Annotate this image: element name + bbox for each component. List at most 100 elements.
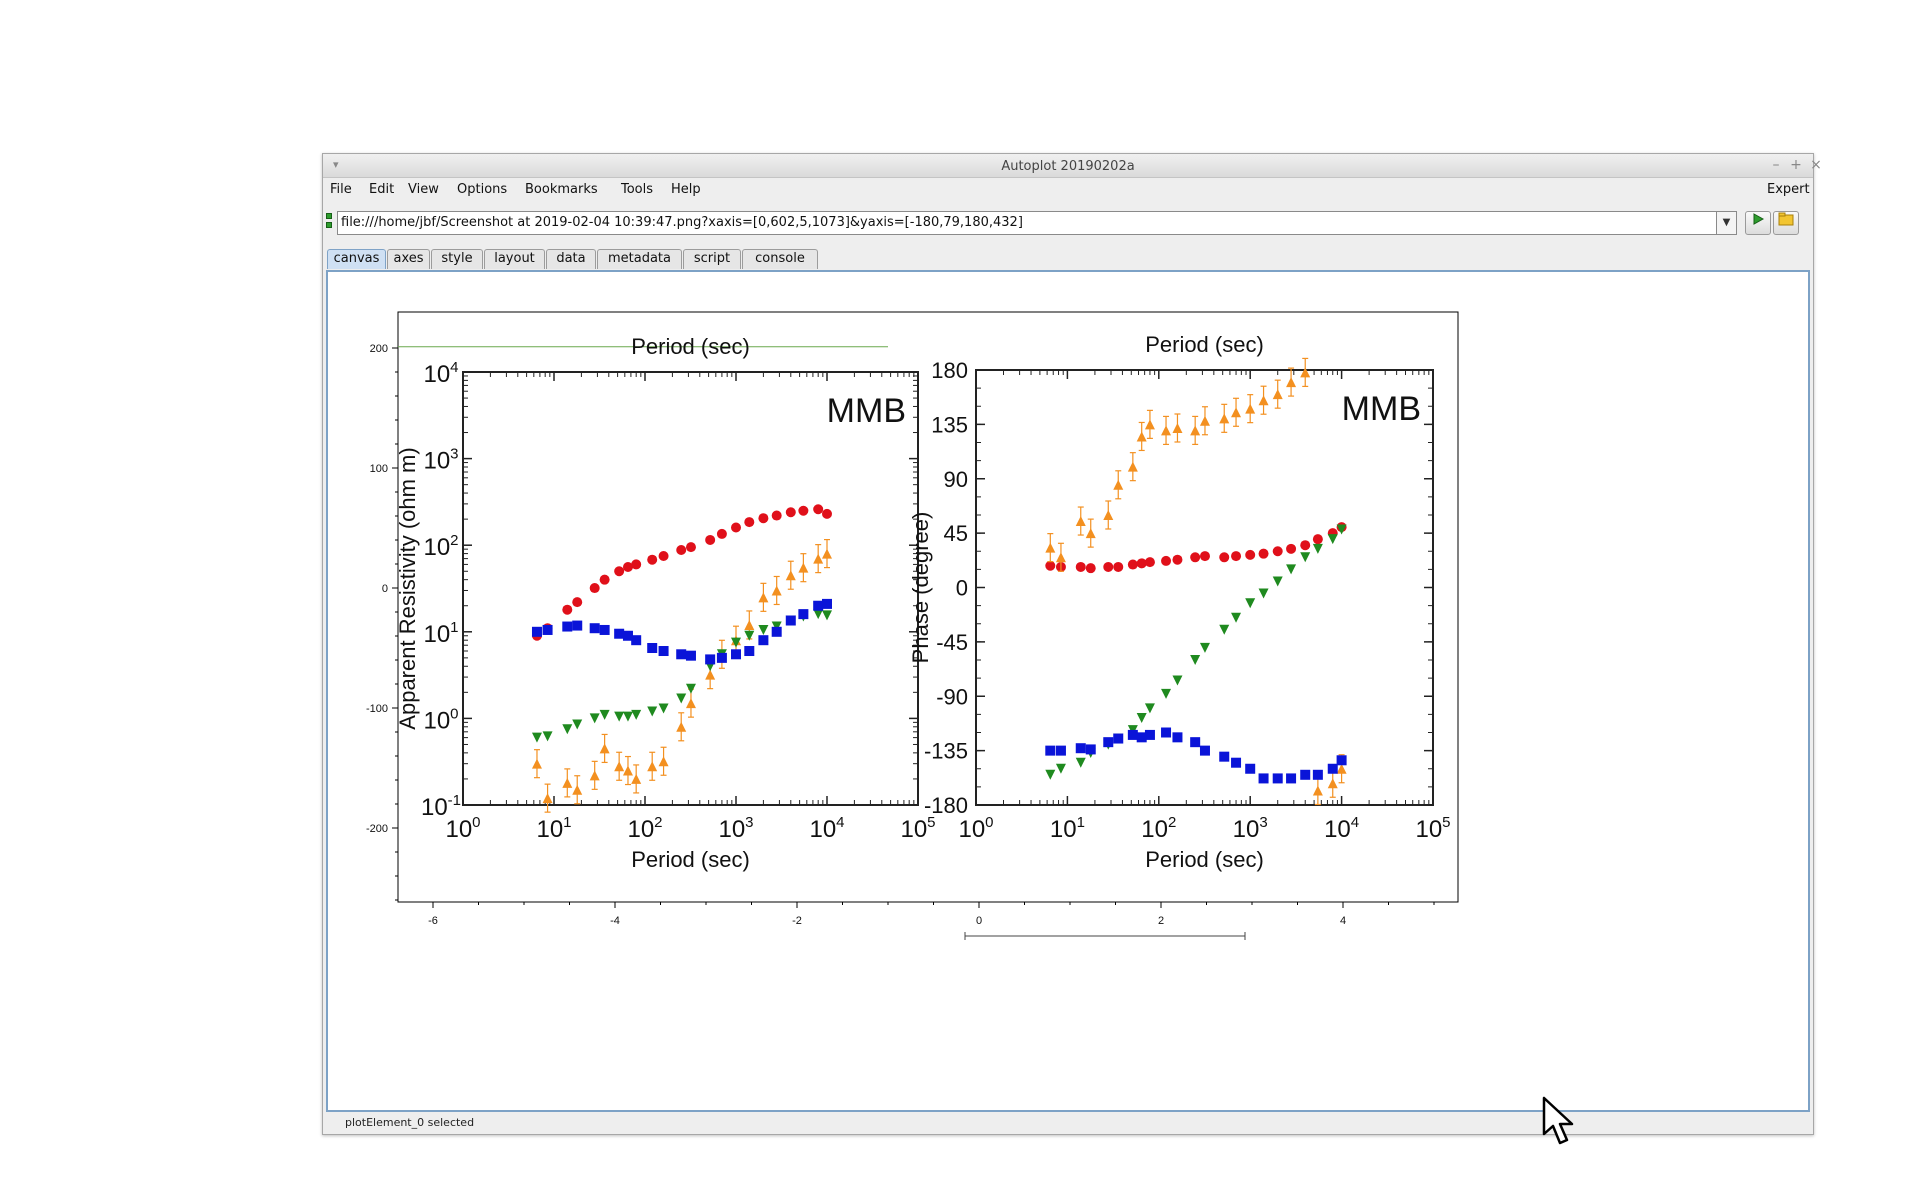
data-point bbox=[647, 706, 658, 717]
data-point bbox=[822, 508, 832, 519]
menu-view[interactable]: View bbox=[408, 182, 439, 197]
maximize-icon[interactable]: + bbox=[1790, 157, 1802, 173]
y-tick-label: 102 bbox=[423, 532, 458, 561]
x-tick-label: 102 bbox=[627, 814, 662, 843]
data-point bbox=[1127, 559, 1138, 570]
data-point bbox=[813, 609, 824, 620]
data-point bbox=[785, 507, 796, 518]
data-point bbox=[589, 713, 600, 724]
data-point bbox=[822, 610, 832, 621]
data-point bbox=[1312, 769, 1323, 780]
tab-canvas[interactable]: canvas bbox=[327, 249, 386, 269]
data-point bbox=[1172, 675, 1183, 686]
autoplot-window: ▾ Autoplot 20190202a – + × File Edit Vie… bbox=[322, 153, 1822, 1135]
tab-data[interactable]: data bbox=[546, 249, 596, 269]
data-point bbox=[658, 646, 669, 657]
tab-console[interactable]: console bbox=[742, 249, 818, 269]
drag-handle-icon[interactable] bbox=[326, 213, 333, 231]
tab-script[interactable]: script bbox=[683, 249, 741, 269]
data-point bbox=[813, 553, 824, 564]
x-axis-top-label: Period (sec) bbox=[631, 334, 750, 359]
data-point bbox=[531, 758, 542, 769]
close-icon[interactable]: × bbox=[1810, 157, 1822, 173]
outer-x-tick-label: -2 bbox=[792, 915, 802, 927]
data-point bbox=[589, 623, 600, 634]
data-point bbox=[744, 630, 755, 641]
series-group bbox=[1045, 357, 1347, 806]
window-menu-icon[interactable]: ▾ bbox=[333, 158, 339, 171]
menu-file[interactable]: File bbox=[330, 182, 352, 197]
outer-y-tick-label: 0 bbox=[382, 583, 388, 595]
data-point bbox=[1258, 395, 1269, 406]
data-point bbox=[1113, 479, 1124, 490]
plot-area[interactable]: -6 -4 -2 0 2 4 200 100 0 -100 -200 100 101 102 103 104 1… bbox=[328, 272, 1808, 1110]
data-point bbox=[771, 585, 782, 596]
station-label: MMB bbox=[1342, 390, 1421, 428]
data-point bbox=[647, 761, 658, 772]
data-point bbox=[1327, 763, 1338, 774]
data-point bbox=[685, 698, 696, 709]
outer-y-tick-label: 100 bbox=[370, 463, 388, 475]
menu-help[interactable]: Help bbox=[671, 182, 701, 197]
title-bar[interactable]: ▾ Autoplot 20190202a – + × bbox=[323, 154, 1822, 178]
data-point bbox=[1336, 755, 1347, 766]
data-point bbox=[798, 562, 809, 573]
minimize-icon[interactable]: – bbox=[1772, 157, 1780, 173]
tab-metadata[interactable]: metadata bbox=[597, 249, 682, 269]
data-point bbox=[1312, 534, 1323, 545]
data-point bbox=[744, 517, 755, 528]
data-point bbox=[1045, 542, 1056, 553]
x-tick-label: 105 bbox=[1415, 814, 1450, 843]
data-point bbox=[622, 562, 633, 573]
outer-y-tick-label: -200 bbox=[366, 823, 388, 835]
data-point bbox=[731, 637, 741, 648]
bookmark-button[interactable] bbox=[1773, 211, 1799, 235]
data-point bbox=[1245, 763, 1256, 774]
tab-layout[interactable]: layout bbox=[484, 249, 545, 269]
data-point bbox=[1286, 773, 1297, 784]
x-axis-label: Period (sec) bbox=[631, 847, 750, 872]
y-tick-label: 135 bbox=[931, 412, 968, 437]
x-tick-label: 104 bbox=[809, 814, 844, 843]
x-tick-label: 102 bbox=[1141, 814, 1176, 843]
tab-style[interactable]: style bbox=[431, 249, 483, 269]
menu-edit[interactable]: Edit bbox=[369, 182, 395, 197]
data-point bbox=[647, 643, 658, 654]
data-point bbox=[1103, 510, 1114, 520]
data-point bbox=[1300, 540, 1311, 551]
data-url-input[interactable]: file:///home/jbf/Screenshot at 2019-02-0… bbox=[337, 211, 1717, 235]
data-point bbox=[647, 554, 658, 565]
data-point bbox=[1312, 543, 1323, 554]
data-point bbox=[531, 732, 542, 743]
data-point bbox=[1075, 561, 1086, 572]
menu-options[interactable]: Options bbox=[457, 182, 508, 197]
data-point bbox=[1190, 552, 1201, 563]
expert-menu[interactable]: Expert bbox=[1767, 182, 1810, 197]
data-point bbox=[572, 597, 583, 608]
play-button[interactable] bbox=[1745, 211, 1771, 235]
menu-bookmarks[interactable]: Bookmarks bbox=[525, 182, 598, 197]
data-point bbox=[622, 711, 633, 722]
x-tick-label: 101 bbox=[1050, 814, 1085, 843]
data-point bbox=[1258, 548, 1269, 559]
data-point bbox=[1161, 555, 1172, 566]
data-point bbox=[1161, 425, 1172, 436]
data-point bbox=[1085, 528, 1096, 539]
chevron-down-icon[interactable]: ▼ bbox=[1717, 211, 1737, 235]
data-point bbox=[1190, 655, 1201, 665]
tab-axes[interactable]: axes bbox=[387, 249, 430, 269]
outer-x-tick-label: 4 bbox=[1340, 915, 1346, 927]
station-label: MMB bbox=[827, 392, 906, 430]
data-point bbox=[1245, 403, 1256, 414]
x-tick-label: 101 bbox=[536, 814, 571, 843]
data-point bbox=[785, 615, 796, 626]
data-point bbox=[685, 542, 696, 553]
data-point bbox=[685, 650, 696, 661]
data-point bbox=[822, 548, 832, 559]
data-point bbox=[542, 624, 553, 635]
status-text: plotElement_0 selected bbox=[345, 1116, 475, 1129]
menu-tools[interactable]: Tools bbox=[621, 182, 654, 197]
window-title: Autoplot 20190202a bbox=[1001, 159, 1135, 174]
plot-canvas[interactable]: -6 -4 -2 0 2 4 200 100 0 -100 -200 100 101 102 103 104 1… bbox=[326, 270, 1810, 1112]
data-point bbox=[1219, 552, 1230, 563]
